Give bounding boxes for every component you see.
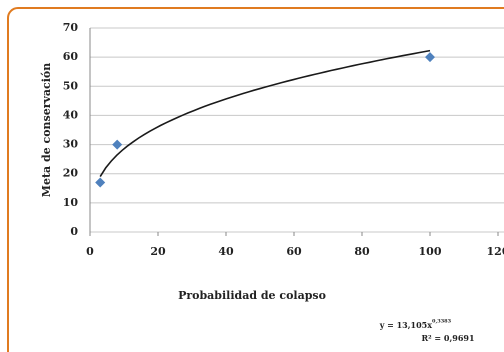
x-tick-label: 20 (150, 245, 166, 258)
y-tick-label: 20 (63, 167, 79, 180)
x-tick-label: 40 (218, 245, 234, 258)
y-tick-label: 70 (63, 21, 79, 34)
point (95, 177, 106, 188)
x-axis-title: Probabilidad de colapso (178, 289, 326, 302)
point (112, 139, 123, 150)
y-tick-label: 30 (63, 138, 79, 151)
x-tick-label: 60 (286, 245, 302, 258)
frame (7, 7, 504, 352)
y-tick-label: 10 (63, 196, 79, 209)
x-tick-label: 0 (86, 245, 94, 258)
trend-r2: R² = 0,9691 (421, 333, 474, 343)
point (425, 52, 435, 63)
y-axis-title: Meta de conservación (40, 63, 53, 197)
y-tick-label: 40 (63, 108, 79, 121)
trendline (99, 49, 431, 178)
trend-exponent: 0,3383 (432, 319, 452, 325)
x-tick-label: 100 (419, 245, 442, 258)
x-tick-label: 80 (354, 245, 370, 258)
trend-equation: y = 13,105x (379, 320, 433, 330)
x-tick-label: 120 (487, 245, 504, 258)
y-tick-label: 60 (63, 50, 79, 63)
y-tick-label: 50 (63, 79, 79, 92)
y-tick-label: 0 (70, 225, 78, 238)
